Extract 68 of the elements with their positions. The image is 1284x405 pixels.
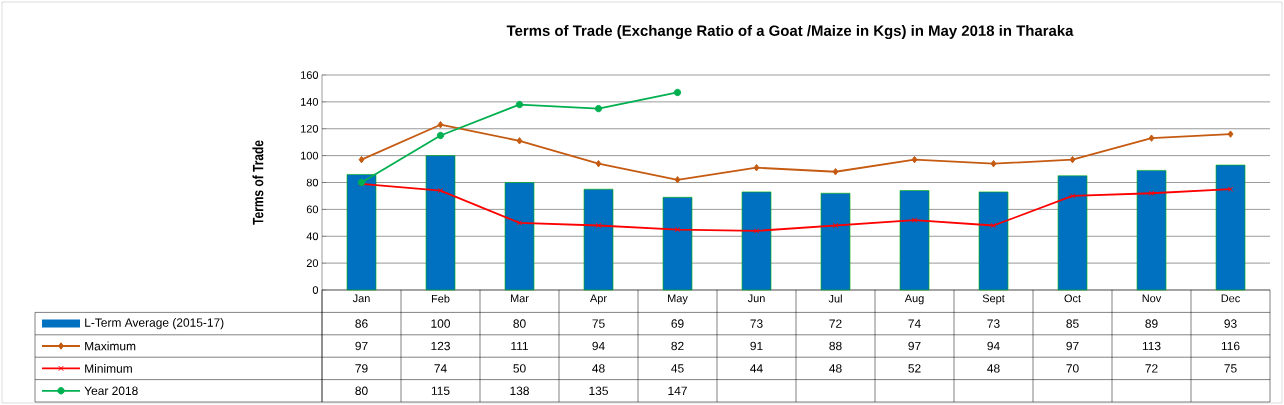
data-label: 116 [1221,341,1240,351]
data-label: 79 [355,364,368,373]
data-label: 75 [1224,364,1237,373]
data-label: 44 [750,364,763,373]
x-tick-label: Nov [1142,294,1162,303]
chart-title: Terms of Trade (Exchange Ratio of a Goat /Maize in Kgs) in May 2018 in Tharaka [506,25,1074,39]
x-tick-label: Mar [510,294,529,303]
data-label: 88 [829,341,842,351]
data-label: 48 [987,364,1000,373]
data-label: 138 [510,386,529,396]
x-tick-label: Dec [1221,294,1240,303]
x-tick-label: Aug [904,294,924,305]
data-label: 73 [987,319,1000,328]
data-label: 113 [1142,341,1161,351]
data-label: 75 [592,319,605,328]
data-label: 52 [908,364,921,373]
legend-label: Year 2018 [84,386,138,396]
data-label: 100 [431,319,451,328]
data-label: 74 [908,319,921,328]
y-tick-label: 20 [306,259,319,268]
data-label: 48 [592,364,605,373]
data-label: 111 [511,341,529,351]
x-tick-label: Sept [982,294,1005,305]
data-label: 147 [668,386,687,395]
x-tick-label: Oct [1064,294,1081,303]
data-label: 97 [908,341,921,351]
y-axis-title: Terms of Trade [252,140,264,225]
legend-label: Minimum [85,364,132,373]
x-tick-label: Feb [431,294,450,303]
x-tick-label: Apr [590,294,607,305]
y-tick-label: 120 [301,124,319,133]
y-tick-label: 160 [301,71,319,79]
y-tick-label: 100 [301,151,319,160]
x-tick-label: Jan [352,294,370,303]
data-label: 85 [1066,319,1079,328]
data-label: 72 [829,319,842,328]
y-tick-label: 0 [312,286,319,294]
data-label: 94 [987,341,1000,351]
legend-label: Maximum [85,341,136,351]
data-label: 69 [671,319,684,328]
data-label: 45 [671,364,684,373]
data-label: 50 [513,364,526,373]
legend-label: L-Term Average (2015-17) [85,318,224,330]
data-label: 89 [1145,319,1158,328]
data-label: 86 [355,319,368,328]
data-label: 70 [1066,364,1079,373]
y-tick-label: 80 [306,178,319,187]
data-label: 91 [750,341,763,351]
data-label: 97 [355,341,368,351]
data-label: 48 [829,364,842,373]
data-label: 72 [1145,364,1158,373]
x-tick-label: Jul [828,294,842,303]
data-label: 82 [671,341,684,351]
data-label: 80 [513,319,526,328]
x-tick-label: Jun [747,294,765,303]
data-label: 135 [589,386,608,396]
y-tick-label: 40 [306,232,319,241]
y-tick-label: 60 [306,205,319,214]
data-label: 94 [592,341,605,351]
data-label: 73 [750,319,763,328]
data-label: 74 [434,364,447,373]
data-label: 93 [1224,319,1237,328]
y-tick-label: 140 [301,98,319,106]
data-label: 115 [431,386,450,395]
x-tick-label: May [668,294,688,305]
data-label: 80 [355,386,368,396]
data-label: 123 [431,341,450,351]
data-label: 97 [1066,341,1079,351]
